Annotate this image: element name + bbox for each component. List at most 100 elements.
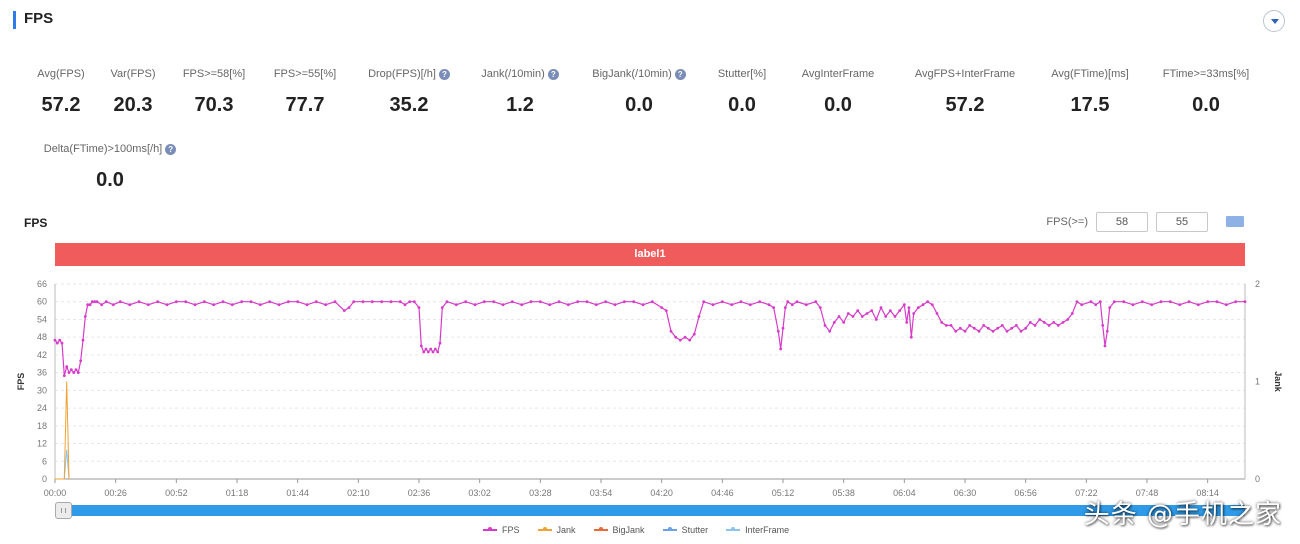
fps-point [823, 324, 827, 327]
legend-item[interactable]: BigJank [593, 525, 645, 535]
fps-point [79, 359, 83, 363]
fps-point [412, 300, 416, 304]
fps-point [664, 309, 668, 312]
x-tick-label: 07:48 [1136, 488, 1159, 498]
fps-point [305, 303, 309, 307]
fps-point [137, 300, 141, 304]
fps-point [783, 306, 787, 309]
metric-label: Stutter[%] [718, 68, 766, 80]
fps-point [604, 300, 608, 304]
fps-point [1101, 324, 1105, 327]
series-line-jank [55, 381, 70, 480]
legend-item[interactable]: FPS [483, 525, 520, 535]
fps-point [576, 300, 580, 304]
legend-item[interactable]: Stutter [662, 525, 708, 535]
legend-swatch-icon [537, 527, 552, 531]
fps-point [1098, 300, 1102, 304]
legend-item[interactable]: Jank [537, 525, 576, 535]
x-tick-label: 02:10 [347, 488, 370, 498]
metric-value: 57.2 [41, 94, 81, 116]
fps-point [650, 300, 654, 304]
info-icon[interactable]: ? [547, 68, 559, 80]
fps-point [888, 309, 892, 312]
metric-label-text: Jank(/10min) [481, 68, 545, 80]
metric-tile: Drop(FPS)[/h]? 35.2 [334, 64, 484, 117]
fps-point [905, 321, 909, 324]
fps-point [991, 329, 995, 333]
metric-label-text: Stutter[%] [717, 68, 767, 80]
fps-point [436, 350, 440, 354]
fps-point [1140, 300, 1144, 304]
fps-point [104, 300, 108, 304]
fps-point [1112, 300, 1116, 304]
fps-point [832, 321, 836, 324]
fps-point [81, 338, 85, 342]
fps-point [977, 329, 981, 333]
fps-point [1187, 300, 1191, 304]
fps-point [417, 306, 421, 309]
fps-point [454, 303, 458, 307]
legend-swatch-icon [662, 527, 677, 531]
fps-point [865, 312, 869, 315]
fps-point [93, 300, 97, 304]
metric-value: 57.2 [945, 94, 985, 116]
fps-point [83, 315, 87, 318]
fps-point [429, 347, 433, 351]
metric-label-text: Avg(FPS) [37, 68, 85, 80]
fps-point [1042, 321, 1046, 324]
scrollbar-handle[interactable] [55, 502, 72, 519]
fps-point [438, 341, 442, 345]
fps-point [632, 300, 636, 304]
fps-point [692, 332, 696, 336]
fps-point [884, 315, 888, 318]
fps-point [779, 347, 783, 351]
x-tick-label: 05:12 [772, 488, 795, 498]
fps-point [548, 303, 552, 307]
metric-label: Avg(FTime)[ms] [1051, 68, 1129, 80]
threshold-input-2[interactable] [1156, 212, 1208, 232]
fps-point [772, 306, 776, 309]
fps-point [193, 303, 197, 307]
fps-point [67, 371, 71, 374]
legend-label: InterFrame [745, 525, 790, 535]
fps-point [660, 306, 664, 309]
fps-point [594, 303, 598, 307]
chart-title: FPS [24, 216, 48, 230]
fps-point [440, 306, 444, 309]
metric-tile: FPS>=58[%] 70.3 [139, 64, 289, 117]
metric-tile: AvgFPS+InterFrame 57.2 [890, 64, 1040, 117]
metric-value: 17.5 [1070, 94, 1110, 116]
metric-tile: Stutter[%] 0.0 [667, 64, 817, 117]
chart-view-toggle-icon[interactable] [1226, 216, 1244, 227]
x-tick-label: 03:02 [468, 488, 491, 498]
fps-point [856, 309, 860, 312]
fps-point [958, 326, 962, 330]
metric-label: Delta(FTime)>100ms[/h]? [44, 143, 177, 155]
fps-point [669, 329, 673, 333]
fps-point [520, 303, 524, 307]
legend-item[interactable]: InterFrame [726, 525, 789, 535]
metric-label-text: Delta(FTime)>100ms[/h] [43, 143, 163, 155]
threshold-input-1[interactable] [1096, 212, 1148, 232]
metric-value: 70.3 [194, 94, 234, 116]
info-icon[interactable]: ? [165, 143, 177, 155]
metric-label-text: AvgInterFrame [801, 68, 875, 80]
fps-point [240, 300, 244, 304]
fps-point [795, 300, 799, 304]
metric-value: 20.3 [113, 94, 153, 116]
fps-point [58, 338, 62, 342]
y-left-tick-label: 42 [37, 350, 47, 360]
fps-point [1196, 303, 1200, 307]
x-tick-label: 03:54 [590, 488, 613, 498]
metric-tile: Avg(FPS) 57.2 [0, 64, 136, 117]
metric-value: 77.7 [285, 94, 325, 116]
fps-point [1215, 300, 1219, 304]
fps-point [986, 326, 990, 330]
info-icon[interactable]: ? [674, 68, 686, 80]
fps-point [95, 300, 99, 304]
fps-point [907, 306, 911, 309]
info-icon[interactable]: ? [438, 68, 450, 80]
collapse-button[interactable] [1263, 10, 1285, 32]
legend-swatch-icon [726, 527, 741, 531]
timeline-scrollbar[interactable] [55, 502, 1245, 519]
